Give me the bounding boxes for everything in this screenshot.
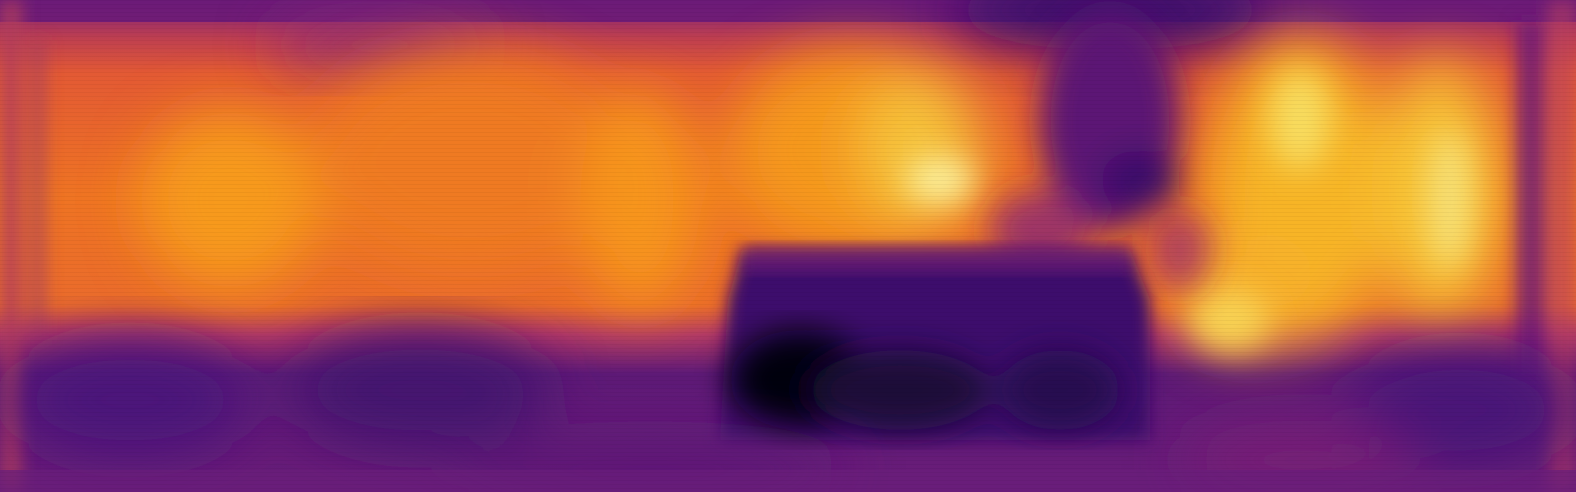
grid-texture — [0, 0, 1576, 492]
heatmap-svg — [0, 0, 1576, 492]
depth-heatmap-canvas — [0, 0, 1576, 492]
